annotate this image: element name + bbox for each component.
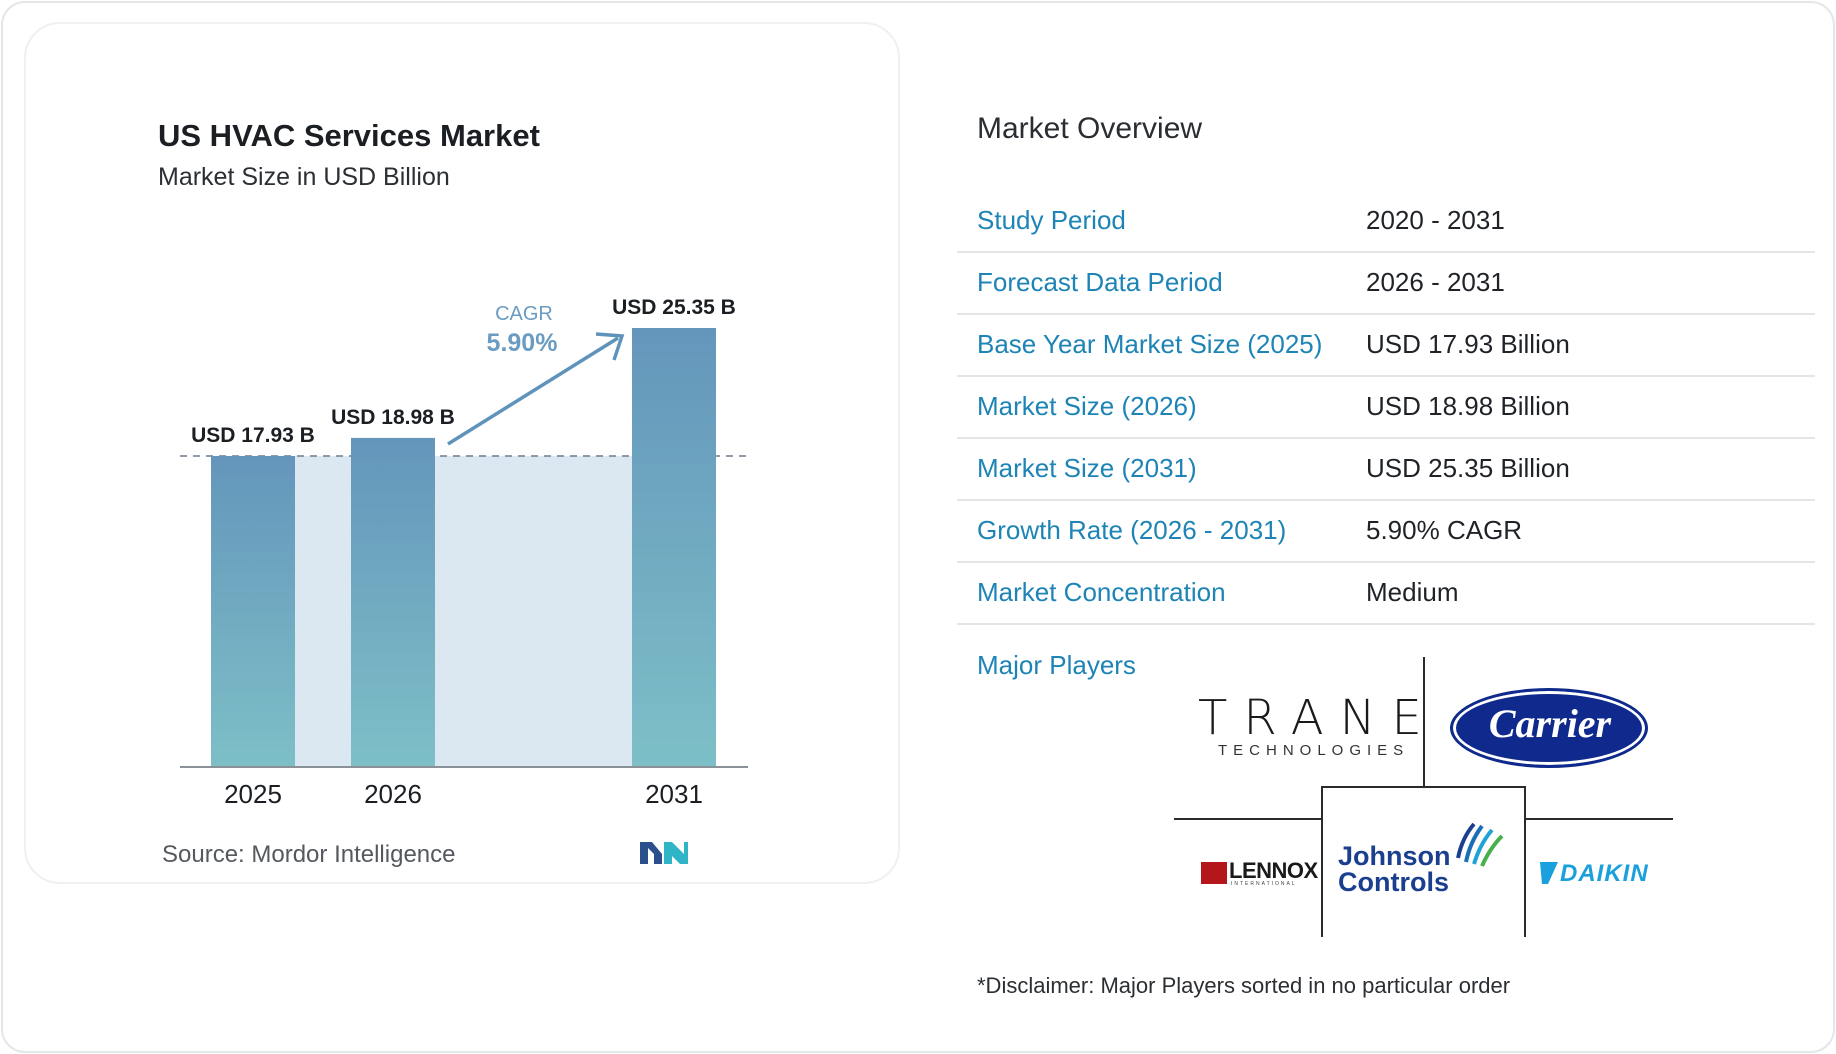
lennox-logo: LENNOX [1229, 858, 1318, 883]
mordor-logo-icon [640, 842, 688, 864]
disclaimer: *Disclaimer: Major Players sorted in no … [977, 973, 1511, 998]
overview-row-value: 2020 - 2031 [1366, 205, 1505, 235]
overview-row: Market Size (2031) USD 25.35 Billion [957, 439, 1815, 501]
data-label-2025: USD 17.93 B [191, 424, 315, 447]
cagr-arrow-head [595, 332, 625, 361]
overview-row-value: 5.90% CAGR [1366, 515, 1523, 545]
overview-table: Study Period 2020 - 2031 Forecast Data Per… [957, 191, 1815, 625]
overview-title: Market Overview [977, 112, 1203, 145]
lennox-logo-sub: INTERNATIONAL [1231, 881, 1297, 887]
overview-row-label: Base Year Market Size (2025) [977, 329, 1323, 359]
overview-row: Growth Rate (2026 - 2031) 5.90% CAGR [957, 501, 1815, 563]
overview-row: Study Period 2020 - 2031 [957, 191, 1815, 253]
overview-row-value: 2026 - 2031 [1366, 267, 1505, 297]
trane-logo: TRANE [1198, 690, 1438, 746]
overview-row-label: Growth Rate (2026 - 2031) [977, 515, 1287, 545]
overview-row-label: Market Size (2031) [977, 453, 1197, 483]
data-label-2026: USD 18.98 B [331, 406, 455, 429]
bar-2031 [632, 328, 716, 767]
overview-row: Market Concentration Medium [957, 563, 1815, 625]
x-tick-label-2025: 2025 [224, 779, 282, 809]
overview-row-label: Market Concentration [977, 577, 1226, 607]
overview-row-value: Medium [1366, 577, 1459, 607]
chart-band [295, 456, 632, 767]
daikin-mark-icon [1540, 862, 1558, 884]
chart-subtitle: Market Size in USD Billion [158, 163, 450, 191]
source-text: Source: Mordor Intelligence [162, 841, 456, 868]
johnson-controls-logo: Johnson Controls [1338, 841, 1451, 897]
x-tick-label-2031: 2031 [645, 779, 703, 809]
daikin-logo: DAIKIN [1560, 860, 1649, 887]
overview-row: Forecast Data Period 2026 - 2031 [957, 253, 1815, 315]
overview-row-value: USD 18.98 Billion [1366, 391, 1570, 421]
cagr-arrow [447, 336, 619, 446]
chart-title: US HVAC Services Market [158, 118, 540, 153]
cagr-value: 5.90% [487, 329, 558, 357]
overview-row-value: USD 17.93 Billion [1366, 329, 1570, 359]
lennox-mark-icon [1201, 862, 1227, 884]
cagr-label: CAGR [495, 303, 553, 325]
bar-2026 [351, 437, 435, 767]
overview-row: Base Year Market Size (2025) USD 17.93 Bi… [957, 315, 1815, 377]
johnson-controls-swoosh-icon [1456, 822, 1504, 867]
carrier-logo: Carrier [1488, 701, 1612, 746]
overview-row-label: Market Size (2026) [977, 391, 1197, 421]
overview-row-label: Study Period [977, 205, 1126, 235]
bar-chart: USD 17.93 B 2025 USD 18.98 B 2026 USD 25.35 … [180, 296, 750, 809]
x-tick-label-2026: 2026 [364, 779, 422, 809]
bar-2025 [211, 456, 295, 767]
data-label-2031: USD 25.35 B [612, 296, 736, 319]
major-players-label: Major Players [977, 650, 1136, 680]
overview-row: Market Size (2026) USD 18.98 Billion [957, 377, 1815, 439]
carrier-logo-icon [1450, 688, 1648, 768]
overview-row-label: Forecast Data Period [977, 267, 1223, 297]
trane-logo-sub: TECHNOLOGIES [1218, 742, 1410, 759]
overview-row-value: USD 25.35 Billion [1366, 453, 1570, 483]
